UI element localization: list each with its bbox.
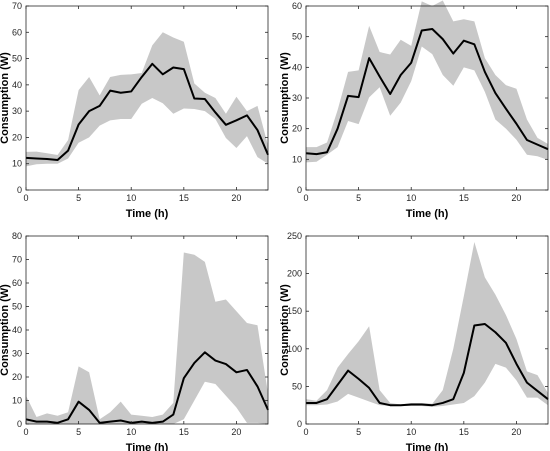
y-tick-label: 50 [292,32,302,42]
x-tick-label: 0 [303,193,308,203]
mean-line-top-left [25,62,269,162]
x-tick-label: 5 [76,427,81,437]
y-tick-label: 250 [287,231,302,241]
y-axis-label: Consumption (W) [279,284,291,376]
y-axis-label: Consumption (W) [279,52,291,144]
range-band-bottom-right [306,242,548,407]
x-tick-label: 15 [179,427,189,437]
y-tick-label: 60 [12,27,22,37]
x-tick-label: 10 [406,427,416,437]
y-tick-label: 50 [12,54,22,64]
y-tick-label: 150 [287,306,302,316]
y-tick-label: 60 [12,278,22,288]
y-axis-label: Consumption (W) [0,52,11,144]
y-tick-label: 70 [12,255,22,265]
x-axis-label: Time (h) [406,208,449,220]
y-tick-label: 30 [12,349,22,359]
x-axis-label: Time (h) [126,208,169,220]
x-tick-label: 15 [459,193,469,203]
x-tick-label: 0 [23,193,28,203]
chart-panel-bottom-left: 0 5 10 15 20 0 10 20 30 40 50 60 70 80 Time (h) Consump… [0,231,269,451]
y-tick-label: 100 [287,344,302,354]
x-tick-label: 20 [511,193,521,203]
x-tick-label: 15 [459,427,469,437]
y-tick-label: 0 [297,419,302,429]
mean-line-top-right [305,28,549,156]
x-tick-label: 10 [406,193,416,203]
y-tick-label: 40 [12,80,22,90]
x-tick-label: 20 [511,427,521,437]
y-tick-label: 40 [292,62,302,72]
y-tick-label: 0 [17,185,22,195]
y-tick-label: 80 [12,231,22,241]
y-tick-label: 50 [292,381,302,391]
y-tick-label: 0 [297,185,302,195]
chart-panel-top-left: 0 5 10 15 20 0 10 20 30 40 50 60 70 Time (h) Consumpti… [0,1,269,220]
axes-frame-top-left [25,5,269,191]
mean-line-bottom-right [306,322,549,407]
y-tick-label: 20 [12,372,22,382]
y-tick-label: 30 [12,106,22,116]
y-tick-label: 20 [292,124,302,134]
y-tick-label: 10 [292,154,302,164]
x-tick-label: 10 [126,427,136,437]
range-band-top-left [26,32,268,167]
x-tick-label: 20 [231,427,241,437]
x-axis-label: Time (h) [406,442,449,451]
x-axis-label: Time (h) [126,442,169,451]
range-band-bottom-left [26,252,268,424]
axes-frame-bottom-right [305,235,549,425]
y-tick-label: 10 [12,159,22,169]
y-tick-label: 10 [12,396,22,406]
x-tick-label: 0 [23,427,28,437]
x-tick-label: 5 [356,427,361,437]
y-axis-label: Consumption (W) [0,284,11,376]
y-tick-label: 30 [292,93,302,103]
x-tick-label: 5 [356,193,361,203]
y-tick-label: 20 [12,132,22,142]
y-tick-label: 60 [292,1,302,11]
mean-line-bottom-left [25,351,269,424]
x-tick-label: 15 [179,193,189,203]
chart-panel-top-right: 0 5 10 15 20 0 10 20 30 40 50 60 Time (h) Consumption… [279,0,549,220]
x-tick-label: 20 [231,193,241,203]
x-tick-label: 10 [126,193,136,203]
x-tick-label: 0 [303,427,308,437]
x-tick-label: 5 [76,193,81,203]
y-tick-label: 70 [12,1,22,11]
y-tick-label: 50 [12,302,22,312]
y-tick-label: 40 [12,325,22,335]
range-band-top-right [306,0,548,163]
y-tick-label: 0 [17,419,22,429]
y-tick-label: 200 [287,269,302,279]
